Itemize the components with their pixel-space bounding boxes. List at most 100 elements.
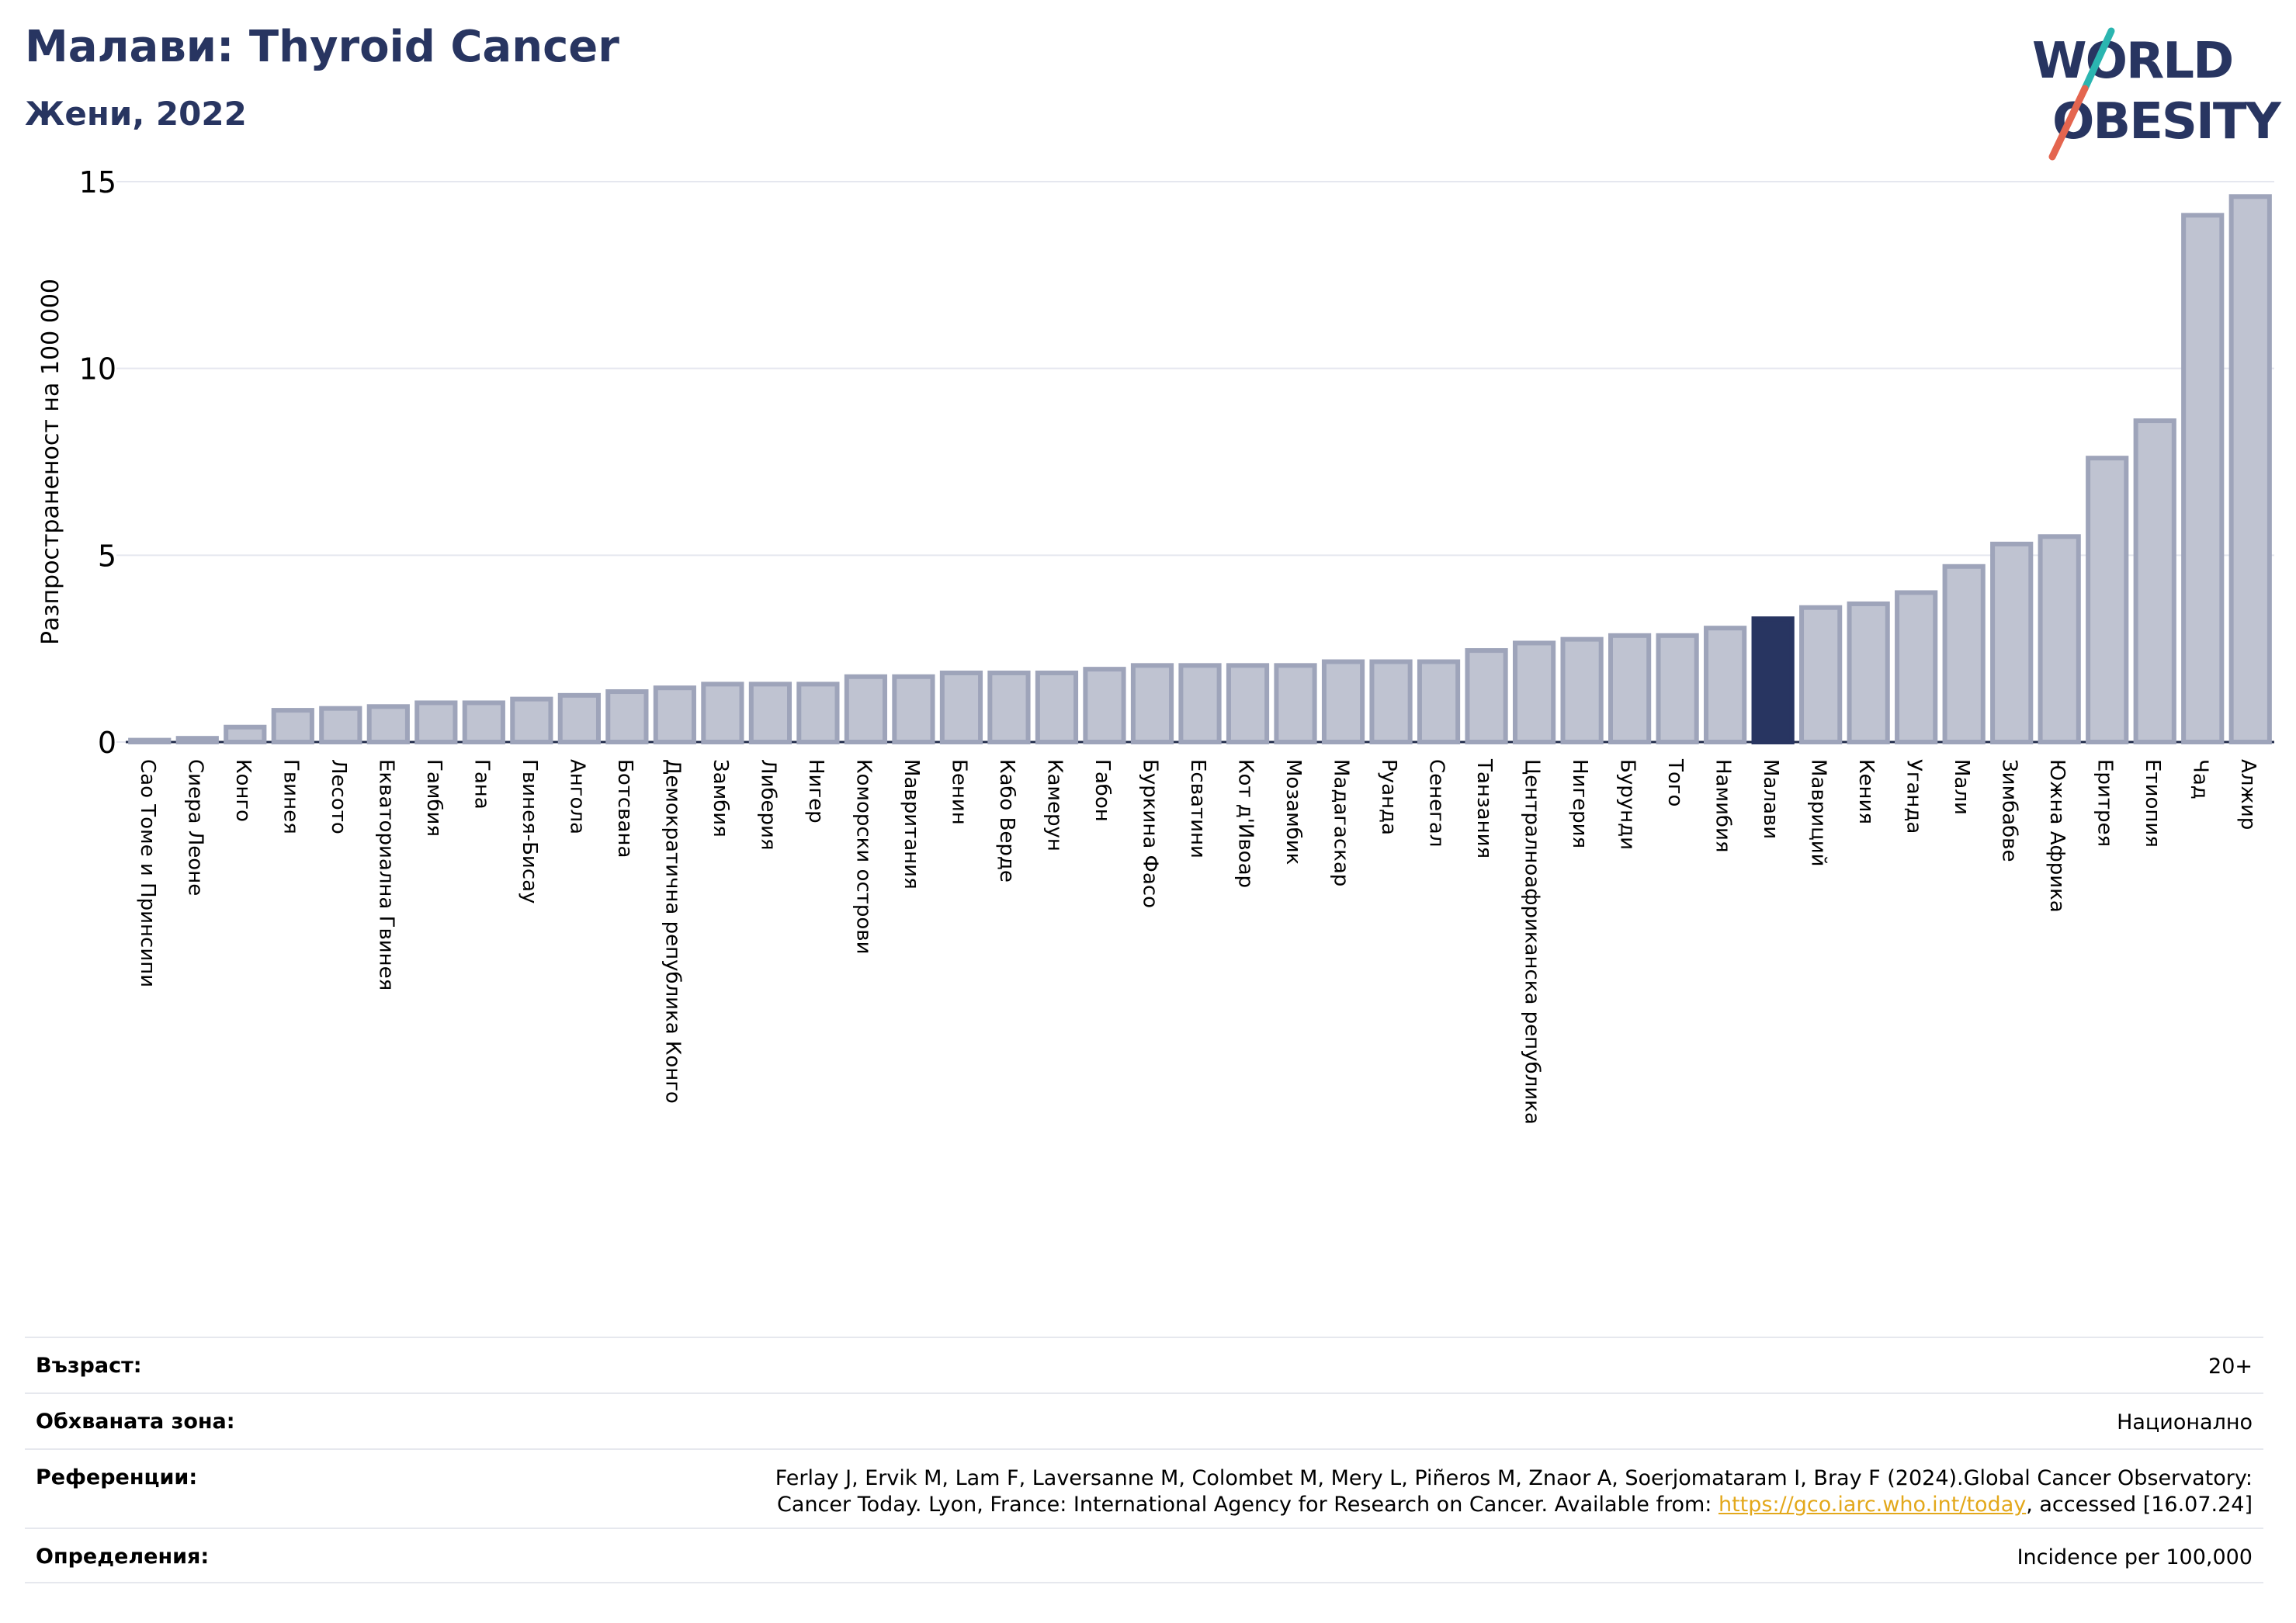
meta-row-area: Обхваната зона: Национално	[25, 1392, 2263, 1448]
definitions-label: Определения:	[36, 1545, 210, 1569]
bar	[987, 670, 1031, 744]
x-tick-label: Гана	[470, 759, 493, 810]
x-tick-label: Есватини	[1186, 759, 1209, 858]
x-tick-label: Гамбия	[422, 759, 446, 837]
bar	[1799, 605, 1843, 744]
bar	[844, 674, 888, 744]
x-tick-label: Коморски острови	[851, 759, 875, 955]
x-tick-label: Намибия	[1712, 759, 1735, 853]
bar	[319, 706, 362, 744]
reference-line-1: Ferlay J, Ervik M, Lam F, Laversanne M, …	[775, 1466, 2253, 1490]
x-tick-label: Демократична република Конго	[661, 759, 684, 1104]
bar	[1083, 667, 1126, 745]
page-title: Малави: Thyroid Cancer	[25, 22, 619, 72]
x-tick-label: Ангола	[565, 759, 588, 834]
bar	[1608, 633, 1652, 744]
x-tick-label: Мозамбик	[1282, 759, 1305, 865]
y-tick-label: 10	[79, 352, 116, 387]
x-tick-label: Гвинея	[279, 759, 302, 834]
age-label: Възраст:	[36, 1354, 142, 1378]
y-tick-label: 5	[98, 539, 116, 573]
x-tick-label: Либерия	[756, 759, 779, 851]
bar	[2228, 194, 2272, 744]
x-tick-label: Централноафриканска република	[1521, 759, 1544, 1125]
x-tick-label: Южна Африка	[2045, 759, 2069, 913]
world-obesity-logo: WORLD OBESITY	[2032, 27, 2282, 161]
reference-accessed: , accessed [16.07.24]	[2026, 1493, 2253, 1517]
bar	[510, 696, 553, 744]
page-subtitle: Жени, 2022	[25, 95, 247, 133]
x-tick-label: Етиопия	[2141, 759, 2164, 848]
x-tick-label: Зимбабве	[1998, 759, 2021, 862]
bar	[462, 700, 505, 745]
x-tick-label: Кабо Верде	[995, 759, 1018, 883]
x-tick-label: Танзания	[1472, 758, 1496, 858]
x-tick-label: Алжир	[2236, 759, 2260, 830]
x-tick-label: Кения	[1854, 759, 1878, 824]
x-tick-label: Ботсвана	[613, 759, 636, 858]
x-tick-label: Мавритания	[900, 759, 923, 890]
x-tick-label: Бенин	[947, 759, 970, 825]
bar	[1178, 663, 1222, 744]
area-value: Национално	[2117, 1410, 2253, 1434]
bar	[1656, 633, 1699, 744]
bar	[1990, 541, 2034, 744]
bar	[1704, 626, 1747, 745]
y-tick-label: 15	[79, 165, 116, 199]
bar	[224, 724, 267, 744]
x-tick-label: Камерун	[1042, 759, 1066, 851]
reference-line-2: Cancer Today. Lyon, France: Internationa…	[777, 1493, 1719, 1517]
bar	[939, 670, 983, 744]
x-tick-label: Сиера Леоне	[183, 759, 206, 896]
age-value: 20+	[2208, 1354, 2253, 1379]
bar	[2133, 418, 2176, 744]
x-tick-label: Руанда	[1377, 759, 1400, 835]
x-tick-label: Малави	[1759, 759, 1782, 839]
bar	[1895, 590, 1938, 745]
x-tick-label: Кот д'Ивоар	[1234, 759, 1257, 888]
x-tick-label: Сао Томе и Принсипи	[136, 759, 159, 987]
bar	[1847, 601, 1890, 745]
bar	[271, 708, 314, 745]
references-value: Ferlay J, Ervik M, Lam F, Laversanne M, …	[775, 1465, 2253, 1518]
bar-chart: 0 5 10 15 Разпространеност на 100 000 Сао Том…	[37, 165, 2274, 1125]
bar	[796, 681, 840, 744]
x-tick-label: Конго	[231, 759, 255, 822]
bar	[128, 737, 172, 744]
bar	[2038, 534, 2081, 744]
bar	[1465, 648, 1508, 744]
bar	[1130, 663, 1174, 744]
x-tick-label: Мали	[1950, 759, 1973, 815]
bar-highlight	[1751, 616, 1795, 744]
bar	[414, 700, 458, 745]
x-tick-label: Екваториална Гвинея	[374, 759, 397, 990]
logo-text-world: WORLD	[2032, 33, 2232, 90]
bar	[1417, 659, 1461, 744]
bar	[175, 736, 219, 744]
reference-link[interactable]: https://gco.iarc.who.int/today	[1718, 1493, 2027, 1517]
bar	[2086, 456, 2129, 744]
bar	[1035, 670, 1079, 744]
x-tick-label: Замбия	[709, 759, 732, 838]
x-tick-label: Мадагаскар	[1330, 759, 1353, 886]
bar	[892, 674, 935, 744]
x-tick-label: Мавриций	[1807, 759, 1830, 867]
bar	[701, 681, 744, 744]
x-tick-label: Буркина Фасо	[1138, 759, 1161, 908]
area-label: Обхваната зона:	[36, 1410, 235, 1434]
bar	[748, 681, 793, 744]
x-tick-label: Сенегал	[1425, 759, 1448, 847]
bar	[557, 692, 601, 744]
x-tick-label: Чад	[2189, 759, 2212, 799]
bar	[366, 704, 410, 744]
x-tick-label: Нигер	[804, 759, 827, 824]
metadata-table: Възраст: 20+ Обхваната зона: Национално …	[25, 1337, 2263, 1583]
bar	[1942, 564, 1986, 744]
bar	[1369, 659, 1413, 744]
logo-slash-coral	[2048, 85, 2089, 161]
meta-row-definitions: Определения: Incidence per 100,000	[25, 1528, 2263, 1583]
references-label: Референции:	[36, 1465, 198, 1489]
x-tick-label: Лесото	[327, 759, 350, 834]
y-tick-label: 0	[98, 726, 116, 760]
meta-row-references: Референции: Ferlay J, Ervik M, Lam F, La…	[25, 1448, 2263, 1528]
